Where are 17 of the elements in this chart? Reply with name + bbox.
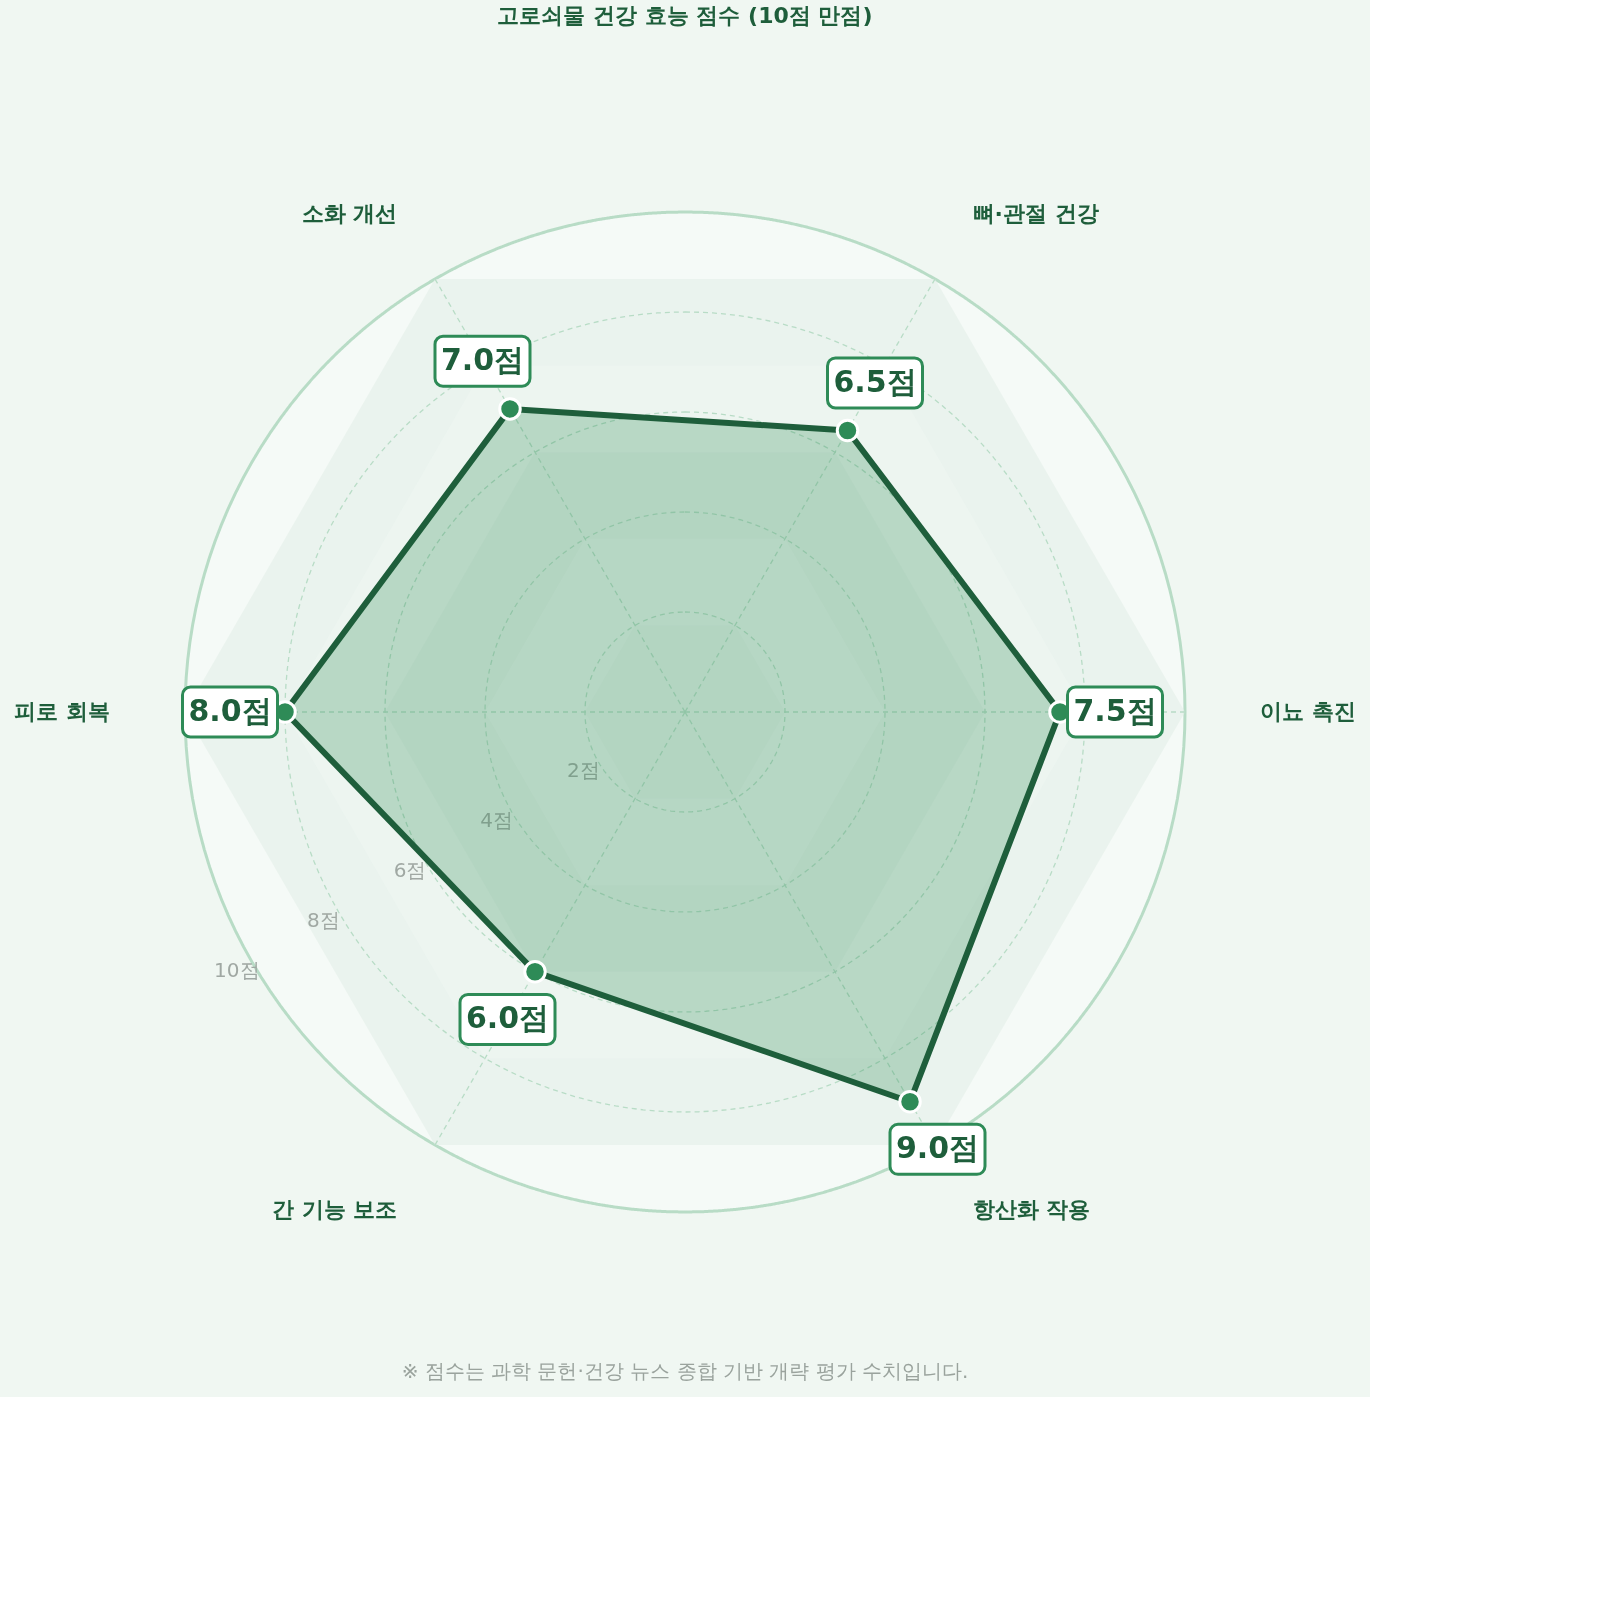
spoke-label: 항산화 작용 [972,1196,1091,1222]
y-tick-label: 6점 [393,857,427,882]
spoke-label: 뼈·관절 건강 [972,201,1099,227]
text: 7.5점 [1073,693,1157,728]
text: 6.5점 [833,363,917,399]
text: ※ 점수는 과학 문헌·건강 뉴스 종합 기반 개략 평가 수치입니다. [401,1359,969,1383]
y-tick-label: 10점 [214,957,260,982]
text: 6.0점 [465,1000,550,1036]
spoke-label: 피로 회복 [14,699,110,724]
text: 9.0점 [895,1130,980,1166]
text: 7.0점 [440,342,525,378]
y-tick-label: 8점 [307,907,340,932]
text: 8.0점 [188,693,272,728]
spoke-label: 간 기능 보조 [272,1196,398,1222]
spoke-label: 이뇨 촉진 [1260,699,1356,724]
chart-title: 고로쇠물 건강 효능 점수 (10점 만점) [497,3,873,28]
spoke-label: 소화 개선 [301,201,398,227]
